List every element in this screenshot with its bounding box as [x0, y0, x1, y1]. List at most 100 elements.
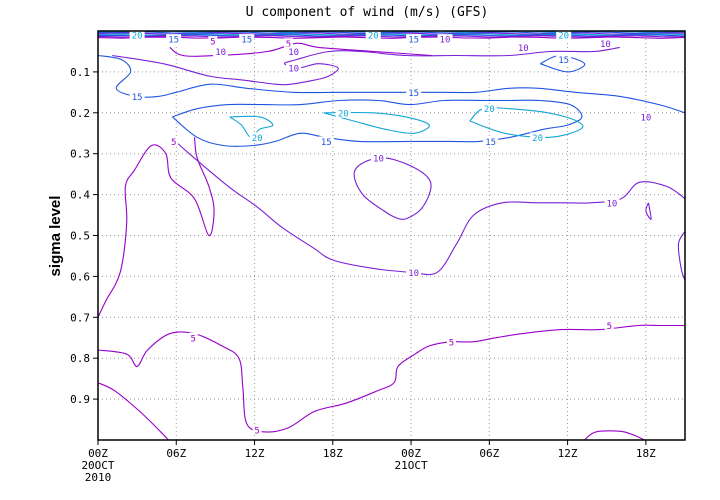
contour-label: 5: [607, 322, 612, 332]
contour-label: 5: [449, 338, 454, 348]
band-contour-20: [97, 33, 686, 36]
grid: [98, 31, 685, 440]
contour-label-bg: [365, 30, 381, 41]
top-boundary-band: [97, 30, 686, 39]
contour-label: 15: [558, 56, 569, 66]
contour-label-bg: [129, 91, 145, 102]
contour-label-bg: [286, 62, 302, 73]
x-tick-label: 06Z: [479, 447, 499, 460]
y-tick-label: 0.3: [70, 148, 90, 161]
contour-label: 15: [321, 138, 332, 148]
contour-label-bg: [481, 103, 497, 114]
contour-line-20: [323, 111, 430, 134]
contour-label: 10: [518, 44, 529, 54]
contour-line-20: [229, 115, 274, 138]
band-contour-15: [97, 34, 686, 37]
contour-line-5: [169, 42, 432, 57]
contour-label: 20: [558, 32, 569, 42]
contour-label: 10: [408, 269, 419, 279]
y-tick-label: 0.8: [70, 352, 90, 365]
contour-label-bg: [188, 332, 198, 343]
y-tick-label: 0.2: [70, 107, 90, 120]
contour-label-bg: [447, 336, 457, 347]
y-tick-label: 0.7: [70, 311, 90, 324]
contour-label-bg: [213, 46, 229, 57]
contour-label-bg: [169, 136, 179, 147]
contour-label-bg: [318, 136, 334, 147]
contour-label-bg: [249, 132, 265, 143]
contour-label-bg: [370, 152, 386, 163]
x-tick-label: 18Z: [636, 447, 656, 460]
y-axis-label: sigma level: [47, 196, 64, 277]
contour-label: 15: [485, 138, 496, 148]
contour-label-bg: [166, 34, 182, 45]
contour-label-bg: [406, 87, 422, 98]
contour-label: 15: [408, 89, 419, 99]
contour-label-bg: [638, 111, 654, 122]
y-tick-label: 0.4: [70, 189, 90, 202]
contour-label-bg: [239, 34, 255, 45]
x-date-label: 20OCT: [81, 459, 114, 472]
contour-label: 10: [288, 48, 299, 58]
y-tick-label: 0.1: [70, 66, 90, 79]
x-tick-label: 06Z: [166, 447, 186, 460]
band-contour-5: [97, 36, 686, 39]
contour-line-15: [539, 54, 586, 73]
x-tick-label: 00Z: [88, 447, 108, 460]
contour-label: 5: [254, 426, 259, 436]
contour-label-bg: [129, 30, 145, 41]
contour-lines: [97, 42, 686, 441]
contour-line-5: [97, 137, 215, 318]
contour-label-bg: [283, 38, 293, 49]
contour-label-bg: [604, 320, 614, 331]
contour-label: 15: [241, 36, 252, 46]
contour-line-5: [97, 382, 169, 441]
contour-label: 20: [484, 105, 495, 115]
x-tick-label: 18Z: [323, 447, 343, 460]
contour-line-5: [584, 430, 645, 441]
contour-label: 15: [132, 93, 143, 103]
contour-line-10: [645, 202, 652, 220]
x-tick-label: 00Z: [401, 447, 421, 460]
contour-label-bg: [483, 136, 499, 147]
contour-label-bg: [597, 38, 613, 49]
contour-label-bg: [556, 54, 572, 65]
x-year-label: 2010: [85, 471, 112, 484]
x-tick-label: 12Z: [558, 447, 578, 460]
x-tick-label: 12Z: [245, 447, 265, 460]
contour-label: 5: [171, 138, 176, 148]
x-date-label: 21OCT: [395, 459, 428, 472]
contour-label-bg: [286, 46, 302, 57]
contour-label-bg: [515, 42, 531, 53]
contour-label: 5: [191, 334, 196, 344]
contour-label: 20: [368, 32, 379, 42]
contour-line-5: [97, 324, 685, 433]
contour-line-10: [677, 231, 686, 281]
contour-label: 10: [607, 199, 618, 209]
y-tick-label: 0.9: [70, 393, 90, 406]
contour-line-15: [172, 99, 583, 147]
contour-line-10: [112, 46, 620, 86]
contour-label: 10: [600, 40, 611, 50]
contour-label: 5: [286, 40, 291, 50]
contour-label-bg: [335, 107, 351, 118]
contour-label: 20: [532, 134, 543, 144]
contour-line-10: [353, 157, 432, 220]
contour-label-bg: [556, 30, 572, 41]
contour-label: 10: [373, 154, 384, 164]
chart-title: U component of wind (m/s) (GFS): [246, 5, 489, 20]
contour-label-bg: [208, 36, 218, 47]
contour-label: 10: [288, 64, 299, 74]
contour-label-bg: [406, 267, 422, 278]
contour-label-bg: [530, 132, 546, 143]
contour-label: 10: [440, 36, 451, 46]
contour-label-bg: [437, 34, 453, 45]
contour-label: 10: [215, 48, 226, 58]
contour-label-bg: [604, 197, 620, 208]
contour-label-bg: [406, 34, 422, 45]
contour-label: 15: [408, 36, 419, 46]
band-contour-10: [97, 35, 686, 38]
contour-label: 15: [168, 36, 179, 46]
